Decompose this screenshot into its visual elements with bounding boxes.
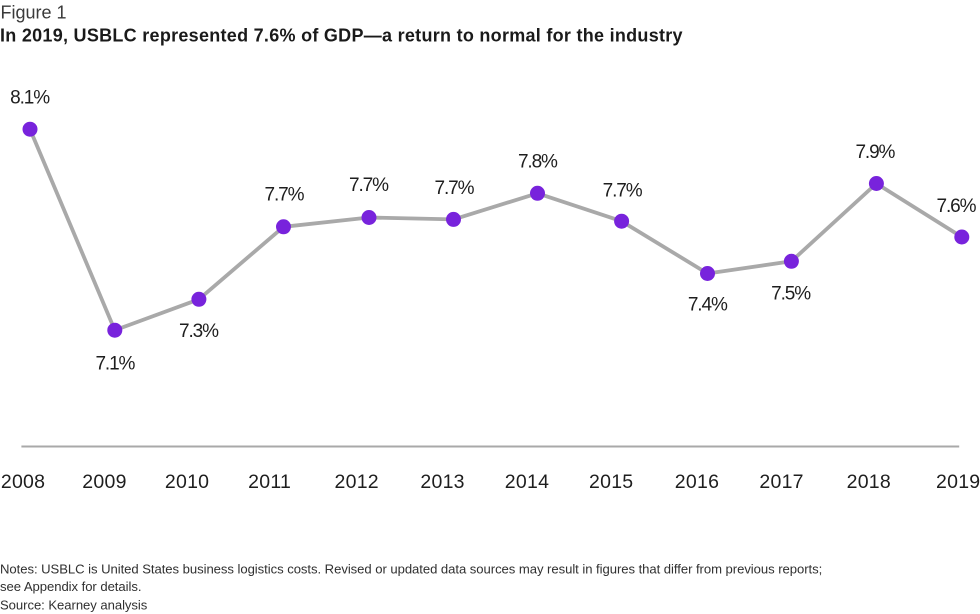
svg-text:2009: 2009 [82,471,126,493]
svg-text:2015: 2015 [589,471,633,493]
svg-text:7.7%: 7.7% [265,185,305,206]
svg-text:7.7%: 7.7% [435,178,475,199]
svg-text:7.6%: 7.6% [937,196,977,217]
svg-text:2012: 2012 [335,471,379,493]
svg-text:In 2019, USBLC represented 7.6: In 2019, USBLC represented 7.6% of GDP—a… [0,25,683,45]
svg-text:8.1%: 8.1% [10,88,50,109]
svg-text:7.7%: 7.7% [603,181,643,202]
svg-text:2016: 2016 [675,471,719,493]
svg-text:7.8%: 7.8% [518,152,558,173]
svg-text:2017: 2017 [759,471,803,493]
svg-text:2008: 2008 [1,471,45,493]
svg-text:Source: Kearney analysis: Source: Kearney analysis [0,598,148,613]
svg-text:Notes: USBLC is United States: Notes: USBLC is United States business l… [0,561,822,576]
svg-text:2019: 2019 [936,471,980,493]
svg-text:2013: 2013 [420,471,464,493]
svg-text:Figure 1: Figure 1 [1,3,67,23]
svg-text:2010: 2010 [165,471,209,493]
svg-text:7.7%: 7.7% [349,175,389,196]
svg-text:7.1%: 7.1% [95,353,135,374]
svg-text:7.4%: 7.4% [688,294,728,315]
svg-text:7.5%: 7.5% [771,284,811,305]
svg-text:see Appendix for details.: see Appendix for details. [0,579,141,594]
svg-text:2014: 2014 [505,471,549,493]
svg-text:2011: 2011 [248,471,291,493]
svg-text:7.3%: 7.3% [179,321,219,342]
svg-text:7.9%: 7.9% [855,142,895,163]
svg-text:2018: 2018 [847,471,891,493]
